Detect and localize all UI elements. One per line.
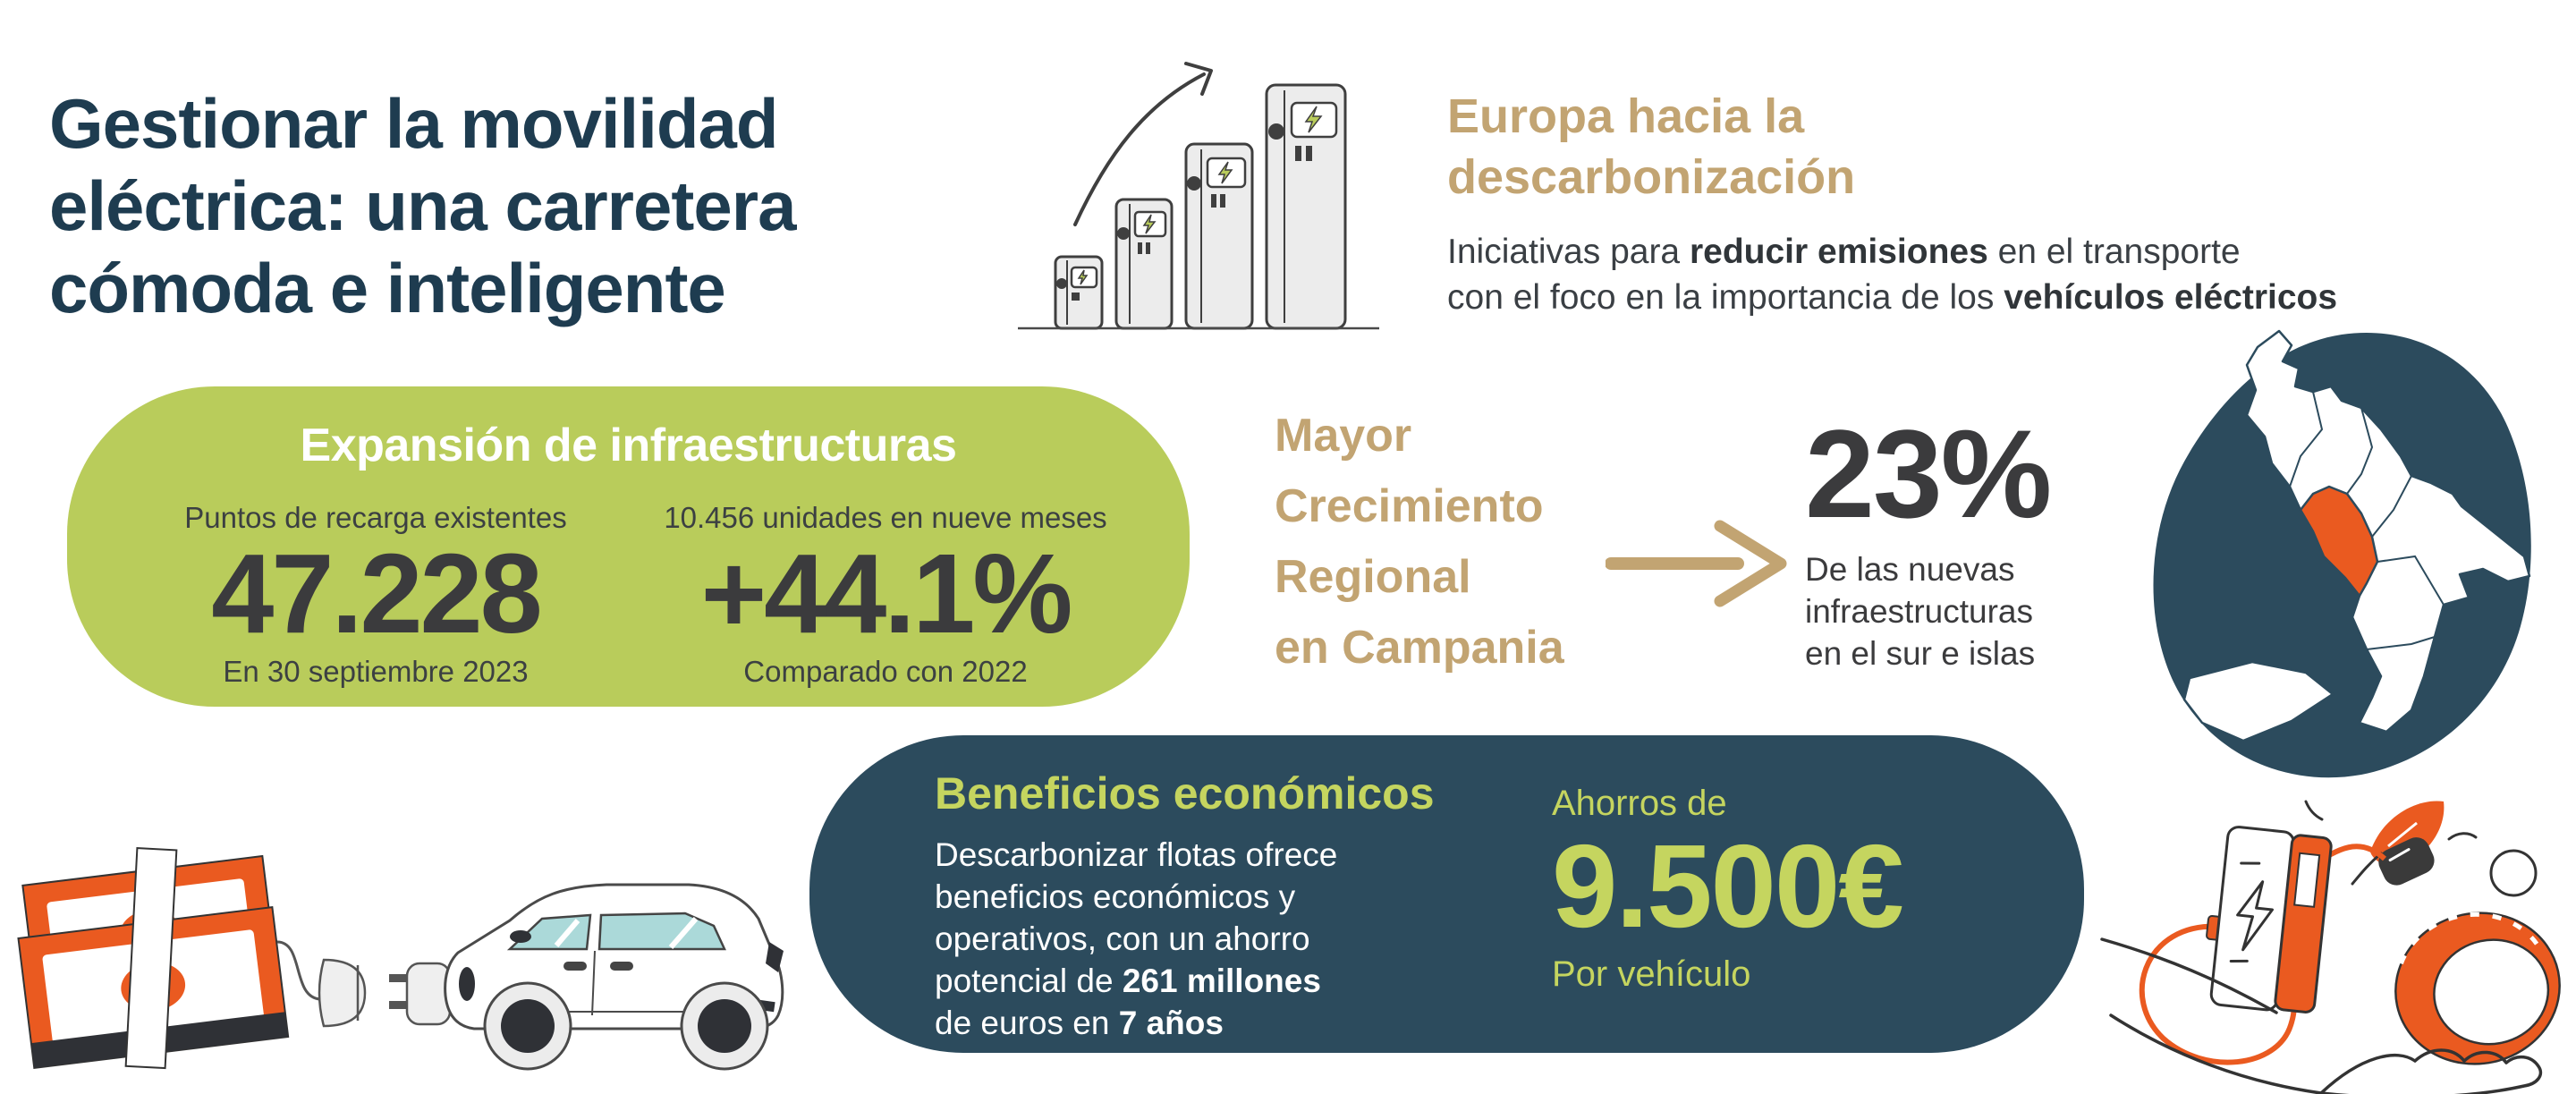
savings-stat-column: Ahorros de 9.500€ Por vehículo xyxy=(1552,784,2053,995)
wallbox-charger-icon xyxy=(2139,826,2333,1065)
economic-benefits-card: Beneficios económicos Descarbonizar flot… xyxy=(809,735,2084,1053)
banknotes-stack-icon xyxy=(17,847,290,1070)
charging-points-label: Puntos de recarga existentes xyxy=(184,501,567,534)
europe-section: Europa hacia la descarbonización Iniciat… xyxy=(1447,86,2512,320)
benefits-body-seg5a: de euros en xyxy=(935,1005,1119,1041)
europe-body-seg5: vehículos eléctricos xyxy=(2004,278,2338,317)
coin-icon xyxy=(2394,912,2561,1065)
charging-points-value: 47.228 xyxy=(211,530,542,657)
regional-line3: Regional xyxy=(1275,551,1471,603)
savings-per-vehicle-label: Por vehículo xyxy=(1552,954,1751,994)
benefits-text-column: Beneficios económicos Descarbonizar flot… xyxy=(935,767,1516,1044)
benefits-body-line4: potencial de 261 millones xyxy=(935,960,1516,1002)
europe-body-seg2: reducir emisiones xyxy=(1689,233,1988,271)
expansion-title: Expansión de infraestructuras xyxy=(300,420,957,471)
europe-heading: Europa hacia la descarbonización xyxy=(1447,86,2512,208)
money-car-illustration xyxy=(17,847,784,1071)
right-arrow-icon xyxy=(1606,520,1787,607)
hand-charger-illustration xyxy=(2100,800,2561,1094)
regional-stat-description: De las nuevas infraestructuras en el sur… xyxy=(1805,548,2181,674)
europe-body-seg4: con el foco en la importancia de los xyxy=(1447,278,2004,317)
curved-up-arrow-icon xyxy=(1073,62,1213,226)
europe-body: Iniciativas para reducir emisiones en el… xyxy=(1447,229,2512,320)
savings-label: Ahorros de xyxy=(1552,784,1727,823)
regional-desc-line2: infraestructuras xyxy=(1805,593,2033,630)
regional-growth-stat: 23% De las nuevas infraestructuras en el… xyxy=(1805,407,2181,674)
campania-region-highlight xyxy=(2299,485,2379,598)
europe-heading-line2: descarbonización xyxy=(1447,150,1856,204)
growth-percentage-value: +44.1% xyxy=(700,530,1073,657)
europe-body-seg1: Iniciativas para xyxy=(1447,233,1690,271)
page-title: Gestionar la movilidad eléctrica: una ca… xyxy=(49,82,970,329)
charging-station-icon xyxy=(1054,83,1347,330)
regional-line4: en Campania xyxy=(1275,622,1564,674)
infrastructure-expansion-card: Expansión de infraestructuras Puntos de … xyxy=(67,386,1190,707)
benefits-body-seg4b: 261 millones xyxy=(1122,963,1321,999)
regional-growth-heading: Mayor Crecimiento Regional en Campania xyxy=(1275,401,1775,683)
growth-comparison-label: Comparado con 2022 xyxy=(743,655,1028,688)
bubble-circle-icon xyxy=(2489,849,2538,897)
italy-map-illustration xyxy=(2153,329,2531,778)
benefits-body-line5: de euros en 7 años xyxy=(935,1002,1516,1044)
sparkle-accents xyxy=(2304,800,2478,841)
regional-line2: Crecimiento xyxy=(1275,480,1544,532)
electric-car-icon xyxy=(444,883,784,1071)
sicily-island xyxy=(2182,660,2334,742)
europe-heading-line1: Europa hacia la xyxy=(1447,89,1805,143)
regional-desc-line1: De las nuevas xyxy=(1805,551,2015,588)
growth-percentage-stat: 10.456 unidades en nueve meses +44.1% Co… xyxy=(631,501,1140,689)
page-title-line1: Gestionar la movilidad xyxy=(49,84,779,163)
charging-points-date: En 30 septiembre 2023 xyxy=(223,655,529,688)
benefits-body-line1: Descarbonizar flotas ofrece xyxy=(935,836,1338,873)
europe-body-line1: Iniciativas para reducir emisiones en el… xyxy=(1447,229,2512,275)
page-title-line2: eléctrica: una carretera xyxy=(49,166,797,245)
growth-units-label: 10.456 unidades en nueve meses xyxy=(664,501,1107,534)
regional-stat-value: 23% xyxy=(1805,403,2052,544)
benefits-title: Beneficios económicos xyxy=(935,768,1435,818)
savings-value: 9.500€ xyxy=(1552,820,1904,952)
charging-stations-growth-illustration xyxy=(1018,62,1379,330)
benefits-body-line3: operativos, con un ahorro xyxy=(935,920,1310,957)
benefits-body: Descarbonizar flotas ofrece beneficios e… xyxy=(935,834,1516,1044)
europe-body-line2: con el foco en la importancia de los veh… xyxy=(1447,275,2512,320)
open-hand-icon xyxy=(2100,937,2543,1094)
regional-line1: Mayor xyxy=(1275,410,1412,462)
page-title-line3: cómoda e inteligente xyxy=(49,249,726,327)
lightning-bolt-icon xyxy=(2236,880,2274,952)
plug-icon xyxy=(2378,837,2435,886)
regional-desc-line3: en el sur e islas xyxy=(1805,635,2036,672)
region-borders xyxy=(2289,391,2445,650)
benefits-body-seg4a: potencial de xyxy=(935,963,1123,999)
benefits-body-seg5b: 7 años xyxy=(1118,1005,1224,1041)
charging-points-stat: Puntos de recarga existentes 47.228 En 3… xyxy=(103,501,648,689)
charging-cable-plugs-icon xyxy=(276,940,471,1028)
europe-body-seg3: en el transporte xyxy=(1987,233,2241,271)
benefits-body-line2: beneficios económicos y xyxy=(935,878,1296,915)
